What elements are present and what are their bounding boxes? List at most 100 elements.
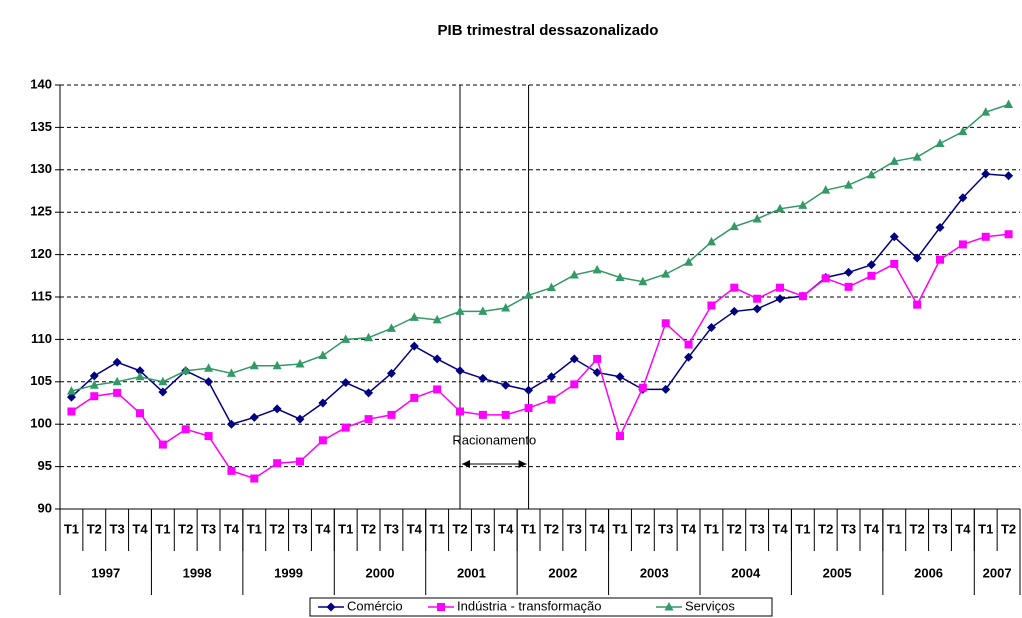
data-point [569, 269, 579, 279]
data-point [570, 380, 579, 389]
data-point [295, 358, 305, 368]
data-point [386, 323, 396, 332]
data-point [592, 264, 602, 274]
data-point [66, 386, 76, 395]
year-label: 2007 [983, 565, 1012, 580]
x-tick-label: T3 [932, 521, 947, 536]
x-tick-label: T1 [704, 521, 719, 536]
x-tick-label: T4 [132, 521, 148, 536]
year-label: 1998 [183, 565, 212, 580]
data-point [113, 388, 122, 397]
data-point [409, 312, 419, 321]
data-point [684, 257, 694, 266]
x-tick-label: T3 [201, 521, 216, 536]
data-point [158, 387, 168, 397]
data-point [341, 423, 350, 432]
data-point [318, 436, 327, 445]
legend-marker [437, 603, 445, 611]
data-point [684, 352, 694, 362]
legend-label: Serviços [685, 598, 735, 613]
data-point [684, 340, 693, 349]
data-point [478, 306, 488, 315]
y-tick-label: 100 [30, 416, 52, 431]
x-tick-label: T4 [224, 521, 240, 536]
data-point [844, 180, 854, 189]
x-tick-label: T2 [270, 521, 285, 536]
data-point [296, 457, 304, 466]
data-point [432, 314, 442, 324]
x-tick-label: T2 [910, 521, 925, 536]
x-tick-label: T2 [87, 521, 102, 536]
year-label: 2000 [366, 565, 395, 580]
y-tick-label: 125 [30, 204, 52, 219]
data-point [615, 272, 625, 281]
data-point [889, 232, 899, 242]
data-point [432, 354, 442, 364]
data-point [524, 385, 534, 395]
data-point [1004, 99, 1014, 109]
y-tick-label: 95 [38, 458, 52, 473]
x-tick-label: T4 [864, 521, 880, 536]
data-point [547, 395, 556, 404]
x-tick-label: T4 [681, 521, 697, 536]
x-tick-label: T2 [178, 521, 193, 536]
data-point [135, 371, 145, 381]
data-point [889, 156, 899, 165]
data-point [821, 274, 830, 283]
data-point [730, 283, 739, 292]
data-point [524, 290, 534, 299]
x-tick-label: T3 [475, 521, 490, 536]
year-label: 1997 [91, 565, 120, 580]
series-line [70, 173, 1009, 426]
data-point [364, 415, 373, 424]
x-tick-label: T4 [772, 521, 788, 536]
data-point [638, 276, 648, 286]
data-point [66, 392, 76, 402]
x-tick-label: T1 [887, 521, 902, 536]
data-point [912, 152, 922, 161]
data-point [478, 410, 487, 419]
x-tick-label: T1 [64, 521, 79, 536]
data-point [524, 404, 533, 413]
arrow-head [462, 460, 527, 468]
data-point [478, 373, 488, 383]
x-tick-label: T4 [498, 521, 514, 536]
data-point [204, 377, 214, 387]
data-point [67, 407, 76, 416]
x-tick-label: T4 [590, 521, 606, 536]
data-point [456, 407, 464, 416]
data-point [935, 138, 945, 148]
data-point [913, 300, 922, 309]
chart-title: PIB trimestral dessazonalizado [438, 22, 659, 39]
year-label: 2001 [457, 565, 486, 580]
year-label: 2004 [731, 565, 761, 580]
data-point [112, 357, 122, 367]
data-point [546, 282, 556, 292]
data-point [226, 368, 236, 377]
legend-label: Indústria - transformação [457, 598, 602, 613]
data-point [455, 306, 465, 315]
y-tick-label: 130 [30, 161, 52, 176]
year-label: 1999 [274, 565, 303, 580]
series-line [71, 233, 1009, 480]
x-tick-label: T4 [407, 521, 423, 536]
x-tick-label: T1 [338, 521, 353, 536]
data-point [661, 384, 671, 394]
x-tick-label: T2 [635, 521, 650, 536]
x-tick-label: T3 [841, 521, 856, 536]
data-point [981, 107, 991, 116]
legend-marker [326, 602, 336, 612]
x-tick-label: T2 [818, 521, 833, 536]
x-tick-label: T3 [750, 521, 765, 536]
x-tick-label: T3 [110, 521, 125, 536]
year-label: 2002 [548, 565, 577, 580]
data-point [387, 410, 396, 419]
data-point [661, 269, 671, 278]
x-tick-label: T4 [315, 521, 331, 536]
data-point [706, 236, 716, 246]
data-point [729, 221, 739, 231]
data-point [936, 255, 944, 264]
legend-box [309, 597, 773, 617]
x-tick-label: T4 [955, 521, 971, 536]
data-point [226, 419, 236, 429]
